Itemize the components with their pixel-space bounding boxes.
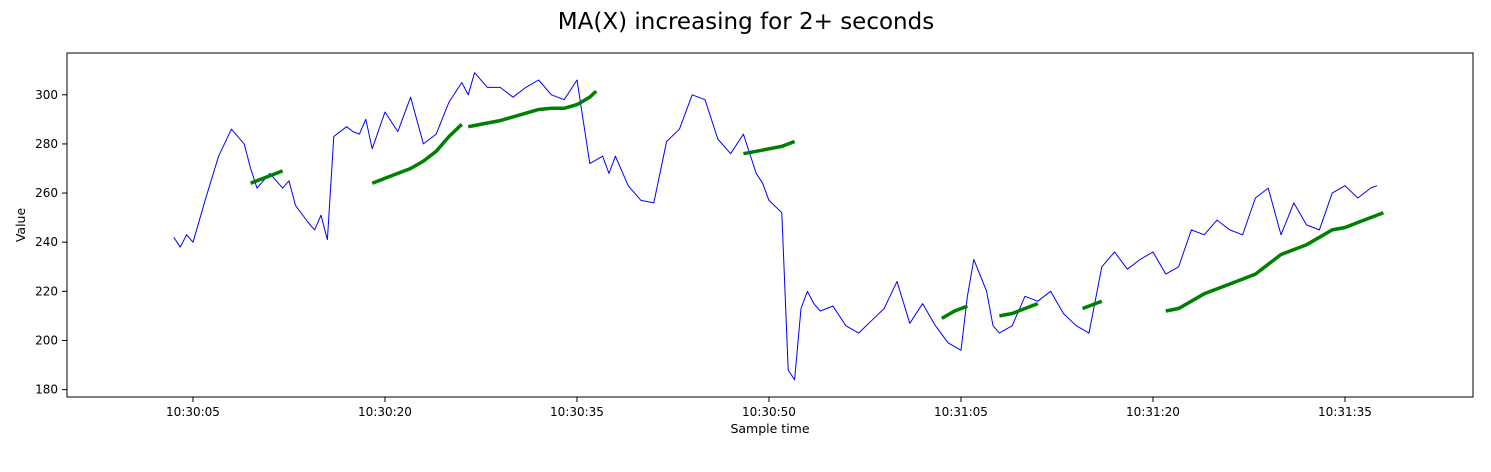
- x-tick-label: 10:30:50: [742, 405, 796, 419]
- raw-value-line: [173, 72, 1378, 381]
- y-tick-label: 180: [35, 383, 58, 397]
- ma-increasing-segment: [371, 123, 464, 185]
- ma-increasing-segment: [249, 169, 284, 185]
- x-tick-label: 10:31:20: [1126, 405, 1180, 419]
- plot-area: [66, 52, 1474, 398]
- x-axis-label: Sample time: [730, 421, 809, 436]
- y-tick-label: 260: [35, 186, 58, 200]
- x-axis: 10:30:05 10:30:20 10:30:35 10:30:50 10:31:05…: [166, 397, 1372, 419]
- x-tick-label: 10:30:20: [358, 405, 412, 419]
- x-tick-label: 10:30:05: [166, 405, 220, 419]
- x-tick-label: 10:31:05: [934, 405, 988, 419]
- y-tick-label: 200: [35, 333, 58, 347]
- y-tick-label: 300: [35, 88, 58, 102]
- y-tick-label: 220: [35, 284, 58, 298]
- y-axis: 180 200 220 240 260 280 300: [35, 88, 67, 397]
- chart-title: MA(X) increasing for 2+ seconds: [558, 9, 934, 35]
- y-tick-label: 280: [35, 137, 58, 151]
- ma-increasing-segment: [743, 139, 796, 156]
- x-tick-label: 10:31:35: [1318, 405, 1372, 419]
- ma-increasing-segment: [1081, 299, 1103, 311]
- y-axis-label: Value: [13, 208, 28, 243]
- y-tick-label: 240: [35, 235, 58, 249]
- ma-increasing-segment: [467, 89, 598, 129]
- ma-increasing-segment: [999, 301, 1039, 318]
- ma-increasing-segment: [940, 304, 969, 320]
- plot-series: [173, 72, 1385, 381]
- x-tick-label: 10:30:35: [550, 405, 604, 419]
- ma-increasing-segment: [1165, 211, 1385, 313]
